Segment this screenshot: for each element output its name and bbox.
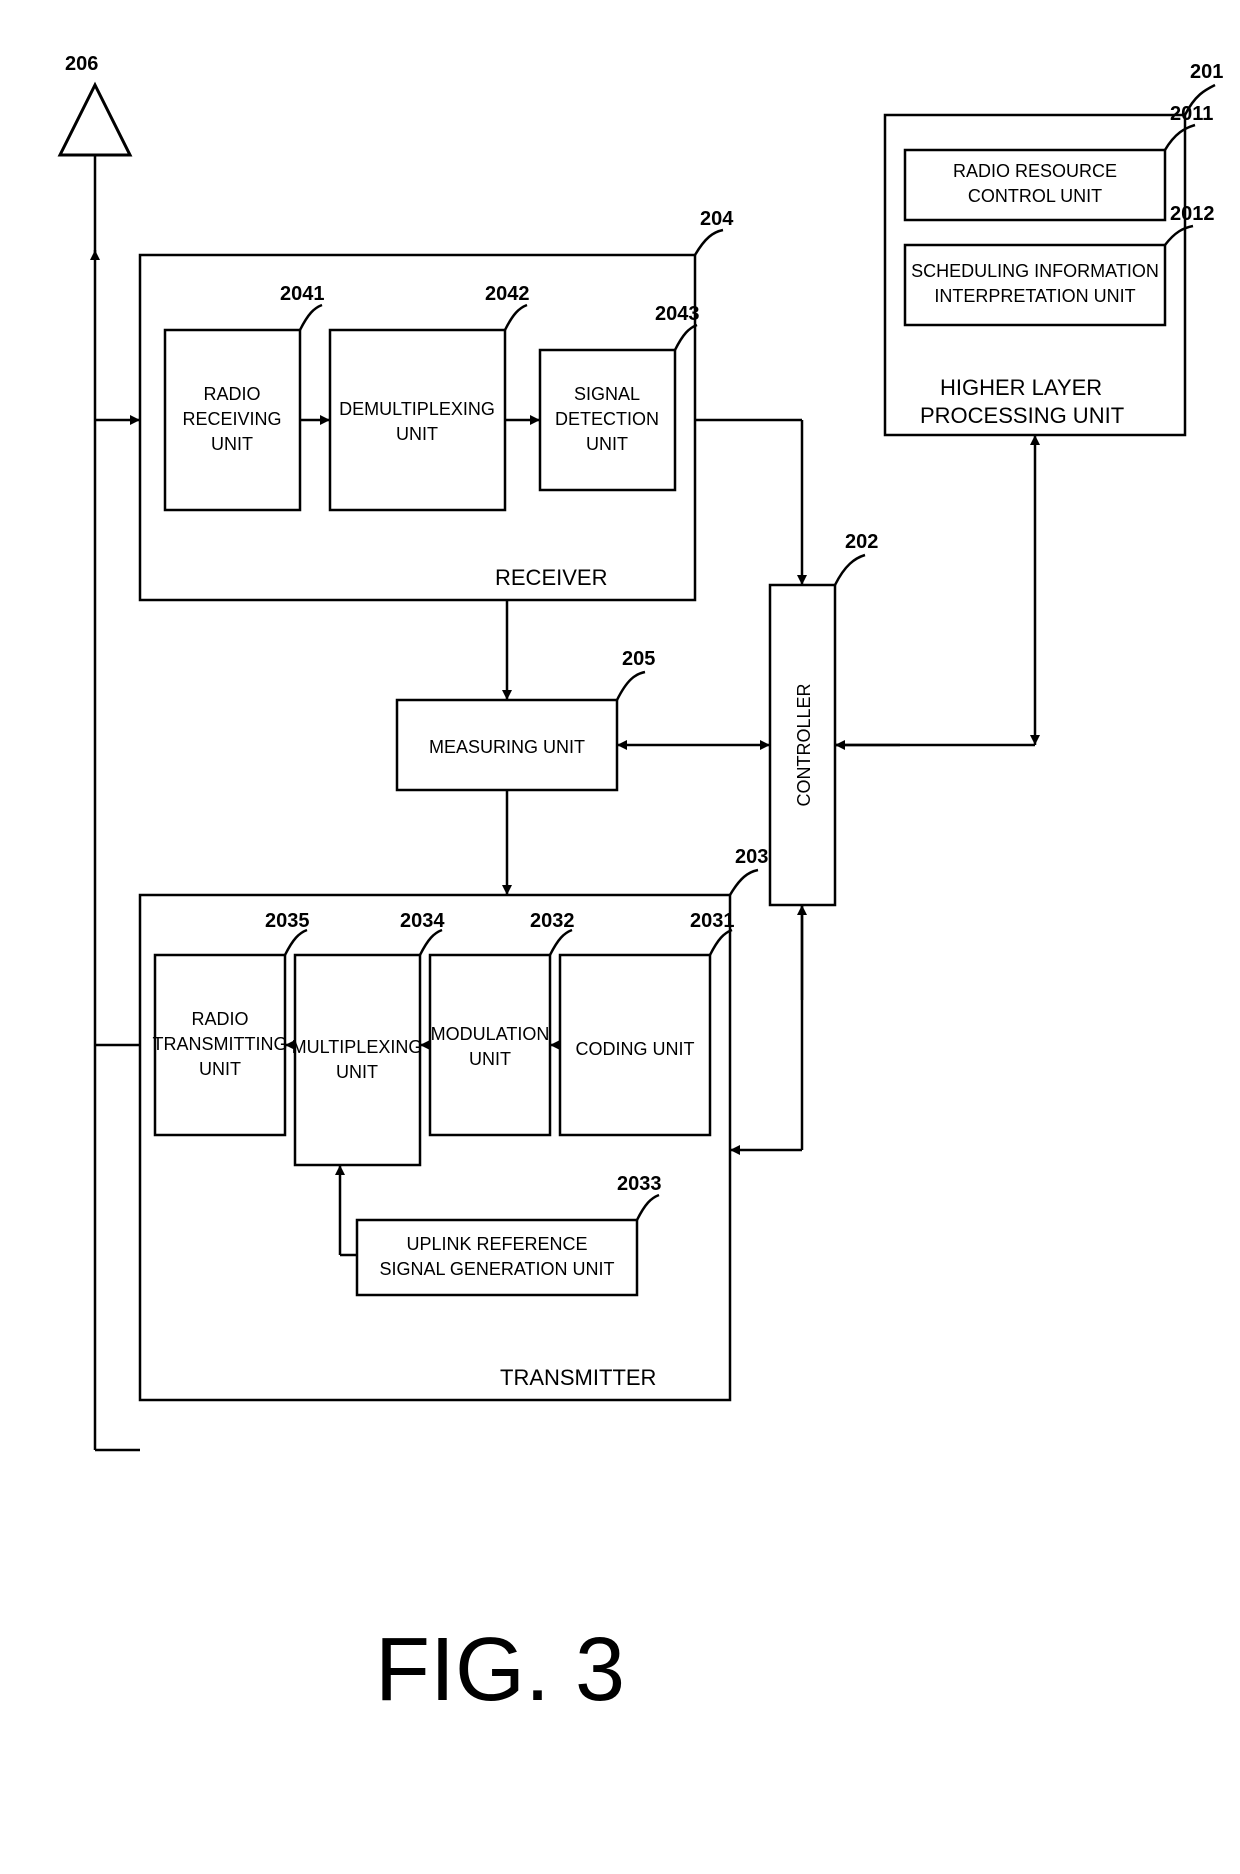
sigdet-l2: DETECTION <box>555 409 659 429</box>
ulref-l2: SIGNAL GENERATION UNIT <box>379 1259 614 1279</box>
higher-layer-label-l1: HIGHER LAYER <box>940 375 1102 400</box>
modulation-unit <box>430 955 550 1135</box>
coding-label: CODING UNIT <box>576 1039 695 1059</box>
figure-title: FIG. 3 <box>375 1620 625 1720</box>
sigdet-l3: UNIT <box>586 434 628 454</box>
ref-coding: 2031 <box>690 910 735 932</box>
block-diagram: 206 HIGHER LAYER PROCESSING UNIT 201 RAD… <box>0 0 1240 1874</box>
transmitter-label: TRANSMITTER <box>500 1365 656 1390</box>
ref-higher-layer: 201 <box>1190 61 1223 83</box>
ref-rrc: 2011 <box>1170 103 1213 125</box>
rtu-l3: UNIT <box>199 1059 241 1079</box>
ref-sigdet: 2043 <box>655 303 700 325</box>
controller-label: CONTROLLER <box>794 683 814 806</box>
mux-l1: MULTIPLEXING <box>292 1037 423 1057</box>
mux-l2: UNIT <box>336 1062 378 1082</box>
ref-controller: 202 <box>845 531 878 553</box>
rtu-l1: RADIO <box>191 1009 248 1029</box>
transmitter-block: TRANSMITTER 203 CODING UNIT 2031 MODULAT… <box>140 846 768 1400</box>
receiver-block: RECEIVER 204 RADIO RECEIVING UNIT 2041 D… <box>140 208 734 600</box>
ref-rtu: 2035 <box>265 910 310 932</box>
ref-antenna: 206 <box>65 53 98 75</box>
rrc-l1: RADIO RESOURCE <box>953 161 1117 181</box>
demultiplexing-unit <box>330 330 505 510</box>
controller-block: CONTROLLER 202 <box>770 531 878 905</box>
ref-mux: 2034 <box>400 910 445 932</box>
sigdet-l1: SIGNAL <box>574 384 640 404</box>
higher-layer-processing-unit: HIGHER LAYER PROCESSING UNIT 201 RADIO R… <box>885 61 1223 435</box>
ref-sched: 2012 <box>1170 203 1215 225</box>
higher-layer-label-l2: PROCESSING UNIT <box>920 403 1124 428</box>
rru-l1: RADIO <box>203 384 260 404</box>
ref-ulref: 2033 <box>617 1173 662 1195</box>
rru-l3: UNIT <box>211 434 253 454</box>
demux-l1: DEMULTIPLEXING <box>339 399 495 419</box>
ref-receiver: 204 <box>700 208 734 230</box>
ref-transmitter: 203 <box>735 846 768 868</box>
rtu-l2: TRANSMITTING <box>153 1034 288 1054</box>
demux-l2: UNIT <box>396 424 438 444</box>
multiplexing-unit <box>295 955 420 1165</box>
ref-measuring: 205 <box>622 648 655 670</box>
rru-l2: RECEIVING <box>182 409 281 429</box>
rrc-l2: CONTROL UNIT <box>968 186 1102 206</box>
ref-rru: 2041 <box>280 283 325 305</box>
ref-demux: 2042 <box>485 283 530 305</box>
sched-l1: SCHEDULING INFORMATION <box>911 261 1159 281</box>
receiver-label: RECEIVER <box>495 565 607 590</box>
mod-l2: UNIT <box>469 1049 511 1069</box>
ref-mod: 2032 <box>530 910 575 932</box>
antenna-icon <box>60 85 130 255</box>
measuring-unit: MEASURING UNIT 205 <box>397 648 655 790</box>
measuring-label: MEASURING UNIT <box>429 737 585 757</box>
sched-l2: INTERPRETATION UNIT <box>934 286 1135 306</box>
mod-l1: MODULATION <box>431 1024 550 1044</box>
ulref-l1: UPLINK REFERENCE <box>406 1234 587 1254</box>
uplink-ref-signal-unit <box>357 1220 637 1295</box>
